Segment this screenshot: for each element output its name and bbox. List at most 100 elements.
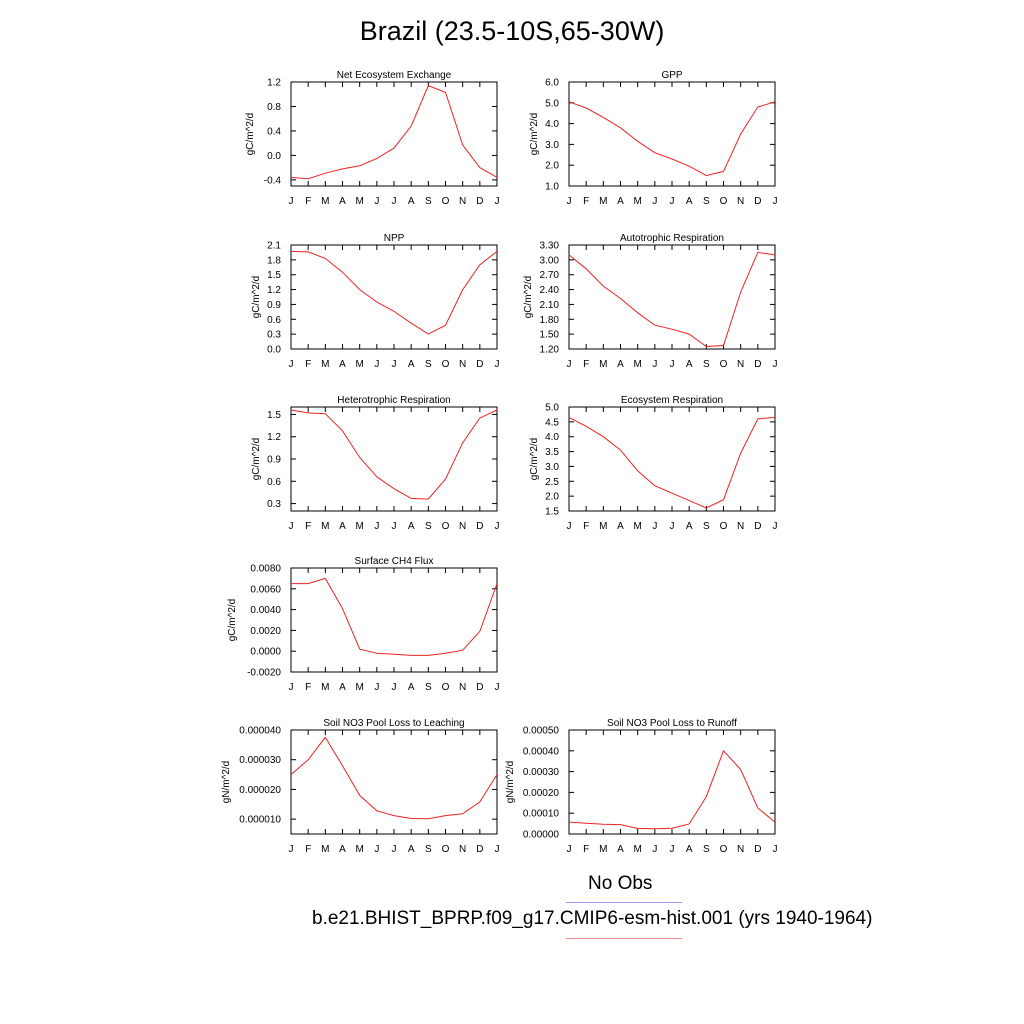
panel-title: Surface CH4 Flux <box>355 556 434 567</box>
x-tick-label: O <box>720 844 728 855</box>
x-tick-label: S <box>425 682 432 693</box>
x-tick-label: F <box>305 844 311 855</box>
y-tick-label: 1.5 <box>267 410 281 421</box>
x-tick-label: J <box>374 196 379 207</box>
x-tick-label: F <box>583 196 589 207</box>
y-tick-label: 0.0 <box>267 345 281 356</box>
page-title: Brazil (23.5-10S,65-30W) <box>359 16 665 46</box>
y-tick-label: 0.00020 <box>523 788 560 799</box>
series-line <box>568 101 776 177</box>
x-tick-label: M <box>355 359 363 370</box>
x-tick-label: A <box>686 521 693 532</box>
panel-title: Soil NO3 Pool Loss to Leaching <box>323 718 464 729</box>
y-tick-label: 0.0060 <box>250 584 281 595</box>
y-tick-label: 0.6 <box>267 477 281 488</box>
y-tick-label: -0.4 <box>264 175 282 186</box>
x-tick-label: A <box>408 844 415 855</box>
y-tick-label: 1.5 <box>545 507 559 518</box>
x-tick-label: O <box>442 521 450 532</box>
legend-obs-line <box>566 902 682 903</box>
y-axis-label: gC/m^2/d <box>251 438 262 481</box>
x-tick-label: D <box>754 196 761 207</box>
y-tick-label: 0.000010 <box>239 815 281 826</box>
y-tick-label: 4.5 <box>545 417 559 428</box>
x-tick-label: S <box>425 844 432 855</box>
x-tick-label: J <box>495 521 500 532</box>
x-tick-label: M <box>633 359 641 370</box>
x-tick-label: D <box>754 359 761 370</box>
y-tick-label: 6.0 <box>545 78 559 89</box>
x-tick-label: S <box>703 196 710 207</box>
x-tick-label: F <box>305 359 311 370</box>
x-tick-label: D <box>754 844 761 855</box>
x-tick-label: A <box>408 521 415 532</box>
x-tick-label: N <box>459 682 466 693</box>
y-tick-label: 1.0 <box>545 182 559 193</box>
x-tick-label: M <box>321 521 329 532</box>
x-tick-label: M <box>321 196 329 207</box>
x-tick-label: F <box>305 196 311 207</box>
x-tick-label: J <box>495 359 500 370</box>
x-tick-label: N <box>737 196 744 207</box>
x-tick-label: J <box>495 844 500 855</box>
y-tick-label: 1.5 <box>267 270 281 281</box>
x-tick-label: J <box>289 196 294 207</box>
y-tick-label: 0.00000 <box>523 830 560 841</box>
x-tick-label: A <box>339 682 346 693</box>
y-tick-label: 0.000020 <box>239 785 281 796</box>
x-tick-label: D <box>476 682 483 693</box>
x-tick-label: S <box>703 521 710 532</box>
plot-frame <box>290 729 498 835</box>
series-line <box>568 251 776 348</box>
panel-title: Ecosystem Respiration <box>621 395 723 406</box>
x-tick-label: O <box>442 682 450 693</box>
panel-title: Autotrophic Respiration <box>620 233 724 244</box>
x-tick-label: A <box>339 844 346 855</box>
x-tick-label: A <box>686 844 693 855</box>
y-tick-label: 2.0 <box>545 492 559 503</box>
y-axis-label: gC/m^2/d <box>245 113 256 156</box>
x-tick-label: J <box>495 682 500 693</box>
y-tick-label: 1.50 <box>540 330 560 341</box>
x-tick-label: M <box>633 196 641 207</box>
y-tick-label: -0.0020 <box>247 668 281 679</box>
y-tick-label: 1.8 <box>267 255 281 266</box>
y-tick-label: 3.5 <box>545 447 559 458</box>
y-tick-label: 2.0 <box>545 161 559 172</box>
x-tick-label: J <box>670 521 675 532</box>
x-tick-label: A <box>617 521 624 532</box>
x-tick-label: J <box>567 359 572 370</box>
y-tick-label: 1.2 <box>267 285 281 296</box>
y-tick-label: 2.10 <box>540 300 560 311</box>
x-tick-label: F <box>305 521 311 532</box>
y-tick-label: 2.5 <box>545 477 559 488</box>
x-tick-label: D <box>476 196 483 207</box>
x-tick-label: A <box>686 196 693 207</box>
x-tick-label: J <box>289 521 294 532</box>
x-tick-label: J <box>289 359 294 370</box>
y-axis-label: gC/m^2/d <box>227 599 238 642</box>
y-tick-label: 0.8 <box>267 102 281 113</box>
x-tick-label: J <box>392 844 397 855</box>
y-tick-label: 3.00 <box>540 255 560 266</box>
x-tick-label: N <box>737 521 744 532</box>
legend-model-label: b.e21.BHIST_BPRP.f09_g17.CMIP6-esm-hist.… <box>312 908 873 929</box>
x-tick-label: J <box>392 359 397 370</box>
x-tick-label: J <box>495 196 500 207</box>
x-tick-label: J <box>652 196 657 207</box>
x-tick-label: M <box>599 521 607 532</box>
x-tick-label: J <box>652 359 657 370</box>
x-tick-label: O <box>442 359 450 370</box>
x-tick-label: O <box>720 196 728 207</box>
y-axis-label: gC/m^2/d <box>251 276 262 319</box>
x-tick-label: J <box>374 521 379 532</box>
series-line <box>290 409 498 500</box>
series-line <box>568 416 776 509</box>
